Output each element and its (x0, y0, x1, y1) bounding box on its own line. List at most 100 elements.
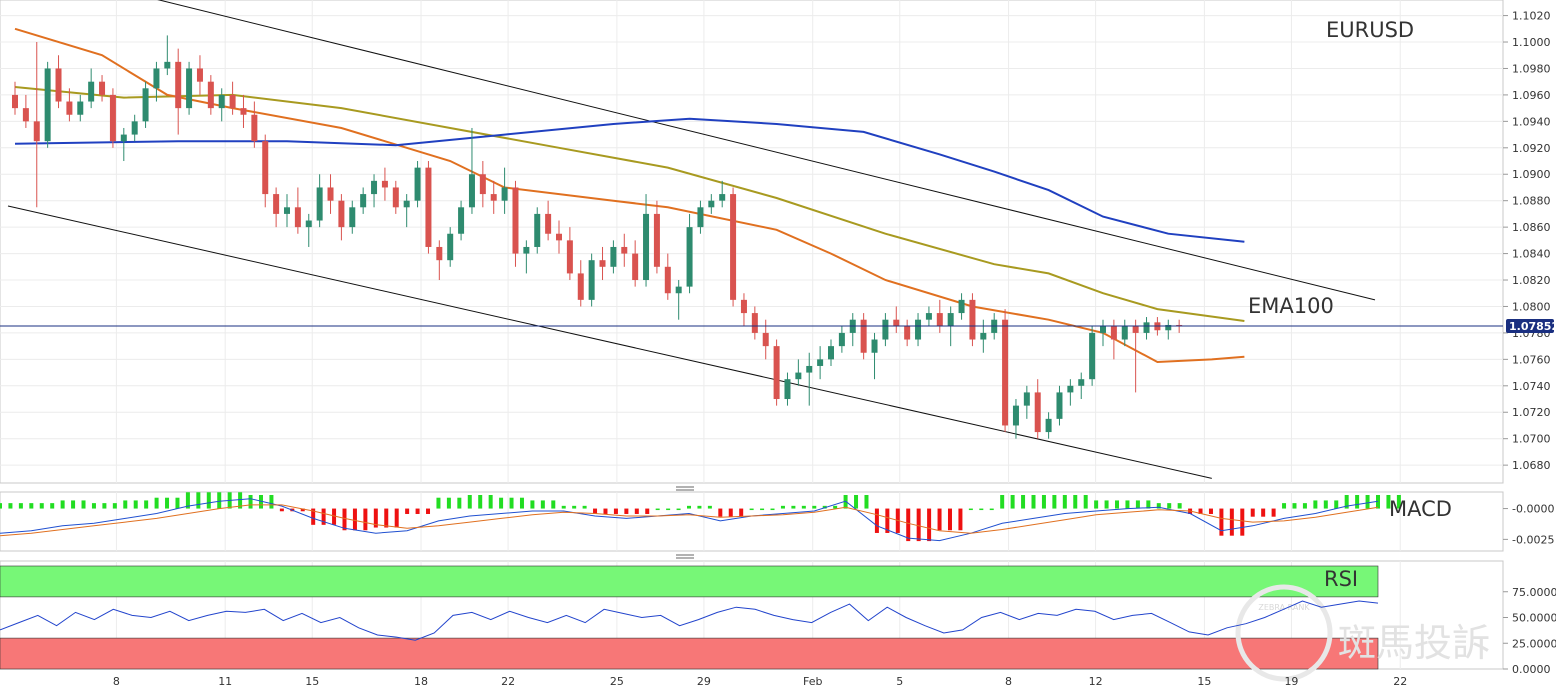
macd-histogram-bar (791, 505, 796, 509)
macd-histogram-bar (60, 500, 65, 509)
symbol-label: EURUSD (1326, 18, 1414, 42)
candle (349, 200, 356, 234)
candle-body (66, 101, 73, 115)
candle (77, 94, 84, 122)
candle (479, 161, 486, 208)
candle-body (12, 94, 18, 109)
candle-body (1165, 324, 1172, 331)
candle (936, 299, 943, 333)
ytick-label: 1.0920 (1512, 142, 1551, 155)
xtick-label: 15 (305, 675, 319, 688)
candle-body (218, 94, 225, 109)
candle-body (414, 167, 421, 201)
candle (621, 233, 628, 267)
xtick-label: 25 (610, 675, 624, 688)
candle-body (44, 68, 51, 142)
macd-histogram-bar (780, 505, 785, 509)
candle-body (1110, 326, 1117, 340)
candle (1121, 319, 1128, 347)
candle (1056, 385, 1063, 426)
candle-body (99, 81, 106, 95)
candle-body (708, 200, 715, 208)
candle-body (795, 372, 802, 380)
macd-histogram-bar (405, 508, 410, 514)
ytick-label: 1.0800 (1512, 300, 1551, 313)
candle (686, 213, 693, 294)
candle-body (338, 200, 345, 228)
macd-histogram-bar (1156, 503, 1161, 509)
candle-body (545, 213, 552, 234)
candle (403, 194, 410, 228)
candle-body (1121, 326, 1128, 340)
macd-histogram-bar (446, 497, 451, 509)
panel-splitter-2[interactable] (676, 554, 694, 559)
xtick-label: 29 (697, 675, 711, 688)
signal-line (0, 504, 1379, 537)
candle-body (142, 88, 149, 122)
candle (468, 127, 475, 214)
candle (88, 68, 95, 109)
candle-body (1089, 332, 1096, 380)
candle-body (349, 207, 356, 228)
candle (109, 88, 116, 148)
candle (436, 240, 443, 281)
candle-body (360, 194, 367, 208)
candle-body (207, 81, 214, 109)
macd-histogram-bar (561, 505, 566, 509)
candle (207, 75, 214, 115)
macd-histogram-bar (582, 505, 587, 509)
candle (458, 200, 465, 241)
panel-splitter-1[interactable] (676, 486, 694, 491)
macd-histogram-bar (91, 503, 96, 509)
candle-body (936, 313, 943, 327)
xtick-label: 5 (896, 675, 903, 688)
candle-body (240, 108, 247, 115)
macd-histogram-bar (1323, 500, 1328, 509)
macd-histogram-bar (958, 508, 963, 531)
macd-histogram-bar (666, 508, 671, 511)
candle (925, 306, 932, 327)
candle-body (1143, 322, 1150, 333)
xtick-label: 8 (1005, 675, 1012, 688)
candle (708, 194, 715, 214)
candle-body (273, 194, 280, 214)
candle-body (915, 319, 922, 340)
macd-histogram-bar (0, 503, 2, 509)
candle (643, 194, 650, 287)
macd-histogram-bar (947, 508, 952, 531)
xtick-label: 18 (414, 675, 428, 688)
xtick-label: 11 (218, 675, 232, 688)
candle (577, 260, 584, 307)
candle (262, 134, 269, 208)
candle (860, 313, 867, 360)
rsi-ytick-label: 25.0000 (1512, 637, 1556, 650)
candle (316, 174, 323, 228)
macd-histogram-bar (1000, 495, 1005, 509)
candle-body (436, 246, 443, 261)
candle (294, 187, 301, 234)
ytick-label: 1.0700 (1512, 433, 1551, 446)
ytick-label: 1.1000 (1512, 36, 1551, 49)
macd-histogram-bar (509, 497, 514, 509)
current-price-tag: 1.07852 (1506, 319, 1556, 334)
candle-body (784, 379, 791, 400)
candle (1045, 412, 1052, 439)
candle (512, 180, 519, 267)
grid-lines (0, 0, 1503, 669)
macd-histogram-bar (363, 508, 368, 531)
candle-body (610, 246, 617, 267)
candle-body (284, 207, 290, 214)
candle-body (305, 220, 312, 228)
macd-histogram-bar (1198, 508, 1203, 514)
macd-histogram-bar (123, 500, 128, 509)
candle-body (131, 121, 138, 135)
candle-body (371, 180, 378, 195)
macd-histogram-bar (968, 508, 973, 511)
macd-histogram-bar (519, 497, 524, 509)
candle (447, 227, 454, 267)
candle (284, 194, 290, 228)
candle-body (588, 260, 595, 300)
macd-histogram-bar (749, 508, 754, 511)
candle-body (490, 194, 497, 201)
